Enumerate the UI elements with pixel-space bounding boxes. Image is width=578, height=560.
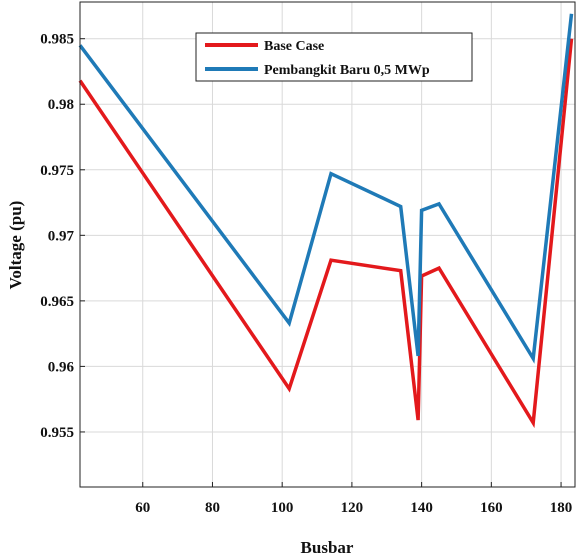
x-axis-ticks: 60 80 100 120 140 160 180 [135, 482, 572, 516]
x-tick-label: 180 [550, 500, 573, 516]
plot-background [80, 2, 575, 487]
series-line-pembangkit-baru [78, 13, 574, 364]
series-line-base-case [78, 38, 574, 429]
y-axis-ticks: 0.955 0.96 0.965 0.97 0.975 0.98 0.985 [40, 32, 85, 441]
x-tick-label: 60 [135, 500, 150, 516]
x-axis-title: Busbar [301, 538, 354, 557]
y-tick-label: 0.97 [48, 228, 75, 244]
x-tick-label: 160 [480, 500, 503, 516]
y-tick-label: 0.975 [40, 163, 74, 179]
y-tick-label: 0.96 [48, 359, 75, 375]
x-tick-label: 140 [410, 500, 433, 516]
legend-label-base-case: Base Case [264, 39, 324, 54]
y-tick-label: 0.965 [40, 294, 74, 310]
plot-frame [79, 1, 576, 488]
legend: Base Case Pembangkit Baru 0,5 MWp [195, 32, 473, 82]
series-lines [78, 13, 574, 429]
y-axis-title: Voltage (pu) [6, 201, 25, 290]
y-tick-label: 0.98 [48, 97, 74, 113]
legend-box [195, 32, 473, 82]
x-tick-label: 120 [341, 500, 364, 516]
legend-label-pembangkit-baru: Pembangkit Baru 0,5 MWp [264, 63, 430, 78]
y-tick-label: 0.955 [40, 425, 74, 441]
x-tick-label: 100 [271, 500, 294, 516]
x-tick-label: 80 [205, 500, 220, 516]
y-tick-label: 0.985 [40, 32, 74, 48]
